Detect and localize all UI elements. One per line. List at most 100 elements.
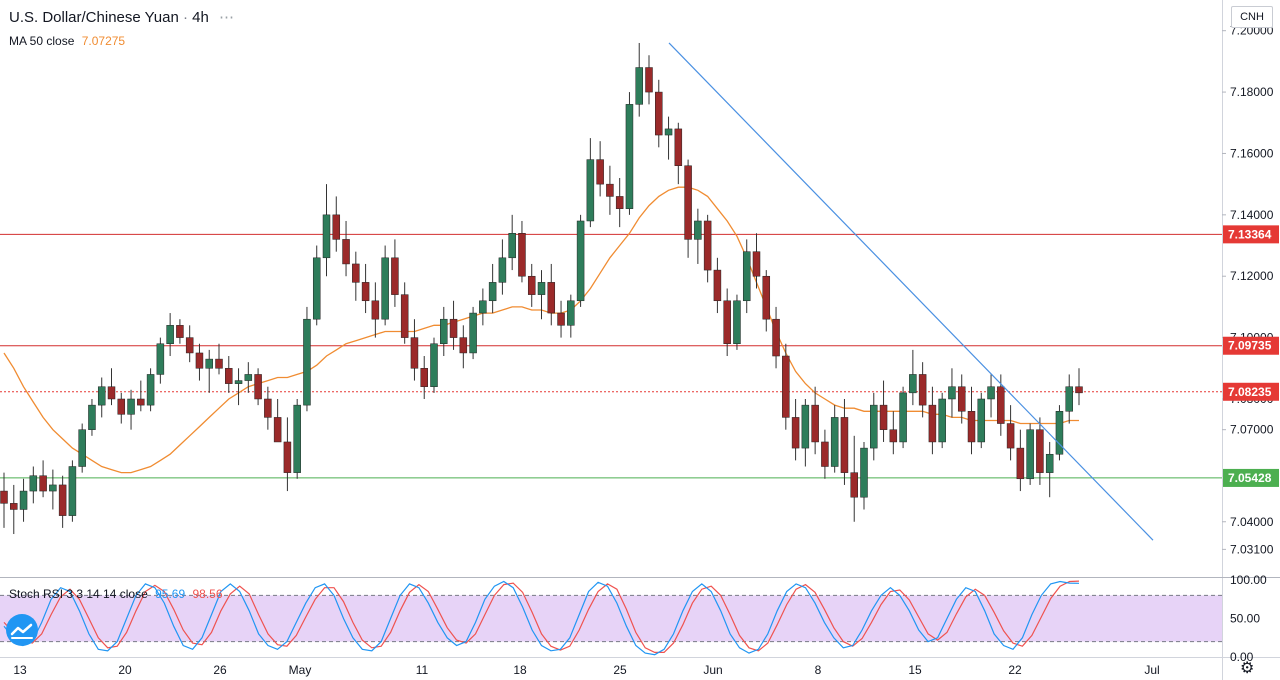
candle bbox=[1016, 429, 1025, 492]
candle bbox=[479, 288, 487, 326]
candle-body bbox=[1045, 453, 1054, 473]
candle-body bbox=[967, 411, 976, 443]
separator-dot: · bbox=[183, 9, 188, 26]
stoch-d-line bbox=[3, 580, 1080, 654]
candle-body bbox=[146, 374, 155, 406]
candle bbox=[459, 325, 468, 369]
candle-body bbox=[723, 300, 731, 344]
candle bbox=[957, 374, 966, 424]
candle bbox=[342, 220, 350, 277]
candle-body bbox=[312, 257, 321, 320]
candle bbox=[645, 55, 653, 105]
candle-body bbox=[1065, 386, 1073, 412]
candle bbox=[918, 362, 927, 418]
candle-body bbox=[205, 358, 213, 369]
candle bbox=[293, 398, 301, 479]
candle-body bbox=[694, 220, 702, 240]
candle-body bbox=[166, 325, 174, 344]
symbol-legend[interactable]: U.S. Dollar/Chinese Yuan · 4h ⋯ bbox=[9, 8, 234, 26]
candle bbox=[889, 411, 898, 455]
time-tick-label: 25 bbox=[613, 663, 627, 677]
level-price-label-bg bbox=[1223, 336, 1279, 355]
candle bbox=[899, 386, 907, 449]
candle-body bbox=[479, 300, 487, 314]
candle-body bbox=[928, 404, 937, 443]
ma-legend[interactable]: MA 50 close 7.07275 bbox=[9, 34, 125, 48]
candle-body bbox=[830, 417, 839, 467]
candle-body bbox=[752, 251, 761, 277]
candle bbox=[332, 196, 341, 252]
candle-body bbox=[987, 386, 995, 400]
candle bbox=[225, 356, 233, 393]
candle-body bbox=[117, 398, 126, 415]
candle-body bbox=[508, 233, 516, 259]
candle-body bbox=[703, 220, 712, 271]
candle-body bbox=[576, 220, 585, 302]
candle-body bbox=[215, 358, 223, 369]
symbol-badge[interactable]: CNH bbox=[1231, 6, 1273, 28]
price-tick-label: 7.16000 bbox=[1230, 146, 1274, 160]
candle bbox=[488, 263, 497, 314]
candle-body bbox=[782, 355, 790, 418]
candle-body bbox=[635, 67, 643, 105]
candle-body bbox=[586, 159, 595, 222]
candle-body bbox=[684, 165, 692, 240]
candle-body bbox=[29, 475, 38, 492]
candle-body bbox=[518, 233, 526, 277]
candle-body bbox=[742, 251, 751, 302]
time-tick-label: 11 bbox=[416, 663, 429, 677]
candle-body bbox=[410, 337, 419, 369]
candle-body bbox=[821, 441, 829, 467]
candle bbox=[850, 435, 858, 522]
candle-body bbox=[449, 318, 458, 338]
candle-body bbox=[938, 398, 946, 443]
candle bbox=[410, 319, 419, 381]
candle bbox=[371, 282, 380, 338]
candle-body bbox=[899, 392, 907, 443]
candle bbox=[801, 398, 810, 467]
candle-body bbox=[273, 417, 282, 443]
candle bbox=[694, 208, 702, 264]
candle-body bbox=[909, 374, 917, 394]
candle-body bbox=[19, 490, 28, 510]
candle bbox=[88, 398, 96, 436]
more-dots-icon[interactable]: ⋯ bbox=[219, 9, 235, 26]
candle bbox=[615, 178, 624, 228]
candle-body bbox=[606, 183, 614, 197]
stoch-rsi-legend[interactable]: Stoch RSI 3 3 14 14 close 95.69 98.56 bbox=[9, 587, 223, 601]
tradingview-logo-icon[interactable] bbox=[6, 614, 38, 646]
candle bbox=[508, 214, 516, 271]
stoch-band-fill bbox=[0, 595, 1222, 642]
candle bbox=[166, 313, 174, 357]
candle-body bbox=[655, 91, 663, 136]
candle-body bbox=[225, 368, 233, 384]
candles bbox=[0, 42, 1083, 535]
candle bbox=[137, 380, 145, 412]
candle bbox=[440, 306, 448, 357]
candle bbox=[361, 263, 370, 314]
candle-body bbox=[811, 404, 819, 443]
candle bbox=[303, 306, 311, 412]
candle-body bbox=[957, 386, 966, 412]
time-tick-label: 13 bbox=[13, 663, 27, 677]
candle bbox=[176, 319, 184, 344]
price-tick-label: 7.07000 bbox=[1230, 423, 1274, 437]
stoch-rsi-label: Stoch RSI 3 3 14 14 close bbox=[9, 587, 148, 601]
candle bbox=[987, 374, 995, 418]
candle-body bbox=[234, 380, 243, 384]
candle bbox=[146, 368, 155, 412]
candle-body bbox=[293, 404, 301, 473]
candle-body bbox=[430, 343, 438, 387]
candle bbox=[498, 239, 507, 295]
candle-body bbox=[176, 325, 184, 338]
downtrend-line bbox=[668, 42, 1154, 541]
candle bbox=[0, 472, 8, 528]
candle bbox=[283, 417, 292, 492]
gear-icon[interactable]: ⚙ bbox=[1240, 660, 1255, 677]
trendline bbox=[668, 42, 1154, 541]
candle bbox=[19, 478, 28, 522]
candle bbox=[840, 398, 849, 485]
time-tick-label: May bbox=[289, 663, 312, 677]
candle bbox=[39, 460, 47, 498]
